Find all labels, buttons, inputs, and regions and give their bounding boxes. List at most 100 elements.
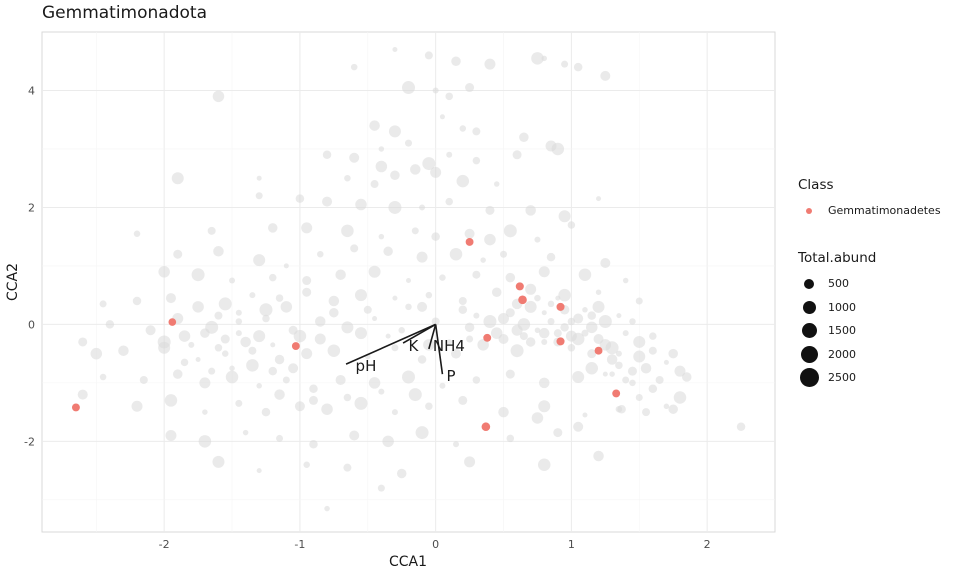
background-point: [605, 341, 619, 355]
background-point: [573, 313, 584, 324]
background-point: [218, 297, 232, 311]
background-point: [537, 458, 551, 471]
background-point: [382, 435, 394, 448]
background-point: [519, 332, 528, 341]
background-point: [261, 407, 271, 417]
background-point: [633, 335, 646, 348]
background-point: [622, 330, 629, 337]
background-point: [165, 430, 177, 442]
background-point: [578, 268, 592, 281]
class-legend-label: Gemmatimonadetes: [828, 204, 941, 218]
background-point: [453, 441, 460, 448]
background-point: [582, 412, 588, 418]
background-point: [171, 172, 184, 185]
background-point: [390, 170, 400, 181]
background-point: [445, 92, 453, 101]
background-point: [90, 347, 103, 360]
background-point: [214, 344, 223, 352]
background-point: [405, 139, 412, 147]
background-point: [546, 252, 556, 262]
background-point: [213, 246, 224, 257]
background-point: [567, 344, 576, 352]
background-point: [276, 434, 284, 442]
class-legend-swatch: [806, 207, 812, 214]
background-point: [328, 295, 340, 307]
background-point: [445, 197, 453, 206]
x-axis-title: CCA1: [389, 554, 427, 570]
background-point: [505, 369, 515, 379]
background-point: [288, 363, 299, 374]
background-point: [456, 174, 470, 188]
background-point: [466, 335, 474, 343]
background-point: [573, 421, 584, 432]
background-point: [668, 348, 678, 359]
background-point: [472, 156, 481, 165]
background-point: [314, 333, 326, 345]
background-point: [600, 70, 611, 81]
y-tick-label: 2: [28, 201, 35, 214]
env-arrow-ph: [345, 323, 436, 365]
background-point: [668, 404, 678, 414]
gemmatimonadetes-points: [71, 238, 621, 432]
background-point: [229, 365, 235, 372]
background-point: [294, 401, 305, 412]
background-point: [248, 346, 257, 355]
background-point: [425, 402, 433, 411]
background-point: [648, 384, 658, 393]
x-tick-label: -1: [294, 538, 305, 551]
x-tick-label: -2: [159, 538, 170, 551]
background-point: [133, 230, 141, 238]
background-point: [506, 434, 515, 443]
env-arrow-label-p: P: [447, 367, 456, 385]
background-point: [388, 125, 401, 138]
background-point: [301, 348, 313, 360]
background-point: [378, 388, 385, 395]
background-point: [525, 283, 537, 295]
size-legend: Total.abund 500 1000 1500 2000 2500: [798, 250, 876, 390]
background-point: [493, 181, 500, 187]
background-point: [354, 327, 367, 340]
background-point: [354, 289, 367, 302]
background-point: [99, 373, 107, 381]
background-point: [629, 379, 636, 387]
background-point: [615, 361, 623, 370]
background-point: [531, 52, 544, 65]
background-point: [222, 350, 229, 357]
background-point: [145, 325, 156, 336]
size-legend-title: Total.abund: [798, 250, 877, 266]
background-point: [200, 328, 210, 338]
background-point: [335, 374, 346, 385]
background-point: [220, 334, 230, 344]
gemmatimonadetes-point: [483, 333, 492, 342]
background-point: [592, 300, 605, 313]
size-legend-item-2000: 2000: [798, 343, 876, 367]
env-arrow-label-ph: pH: [356, 357, 377, 375]
background-point: [464, 228, 475, 239]
background-point: [78, 337, 88, 347]
size-legend-label: 2000: [828, 347, 856, 361]
background-point: [268, 223, 278, 233]
background-point: [402, 370, 415, 384]
background-point: [131, 400, 143, 412]
background-point: [446, 151, 453, 158]
background-point: [485, 205, 495, 215]
background-point: [256, 175, 262, 181]
background-point: [627, 366, 637, 376]
gemmatimonadetes-point: [556, 337, 565, 346]
background-point: [635, 393, 643, 401]
gemmatimonadetes-point: [168, 318, 177, 326]
background-point: [315, 316, 326, 327]
gemmatimonadetes-point: [556, 302, 565, 311]
background-point: [525, 337, 536, 347]
background-point: [465, 83, 475, 93]
background-point: [446, 339, 452, 345]
background-point: [269, 273, 277, 282]
background-point: [293, 329, 307, 343]
background-point: [317, 250, 324, 258]
background-point: [558, 288, 571, 302]
background-point: [538, 377, 550, 389]
background-point: [253, 254, 266, 267]
y-tick-label: 0: [28, 318, 35, 331]
size-legend-dot: [802, 300, 816, 314]
background-point: [392, 295, 398, 301]
